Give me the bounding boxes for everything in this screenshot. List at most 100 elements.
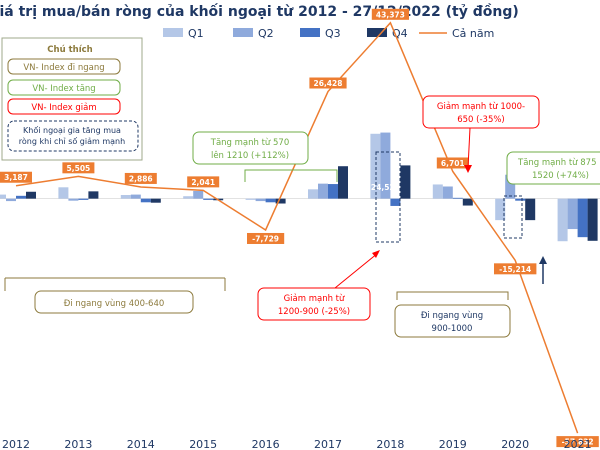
x-tick-2017: 2017: [314, 438, 342, 450]
x-tick-2013: 2013: [64, 438, 92, 450]
legend-label-q1: Q1: [188, 27, 204, 40]
bar-2013-q3: [78, 198, 89, 200]
bar-2015-q2: [193, 190, 204, 199]
bar-2012-q2: [6, 198, 16, 202]
annotation-rise-2017-frame: [192, 131, 309, 165]
note-buy-line2: ròng khi chỉ số giảm mạnh: [19, 136, 125, 147]
legend-label-full-year: Cả năm: [452, 27, 494, 40]
x-tick-2018: 2018: [376, 438, 404, 450]
data-label-box-2021: [556, 436, 599, 448]
note-flat-frame: [7, 58, 121, 75]
bracket-flat-2: [396, 291, 509, 300]
data-label-box-2020: [494, 263, 537, 275]
data-label-box-2019: [436, 157, 469, 169]
legend-swatch-q2: [233, 28, 253, 37]
annotation-drop-2018-frame: [257, 287, 371, 321]
bars-layer: 24,525: [0, 132, 598, 242]
annotation-drop-2020-line2: 650 (-35%): [457, 115, 505, 125]
annotation-rise-2020-frame: [506, 151, 600, 185]
bar-2014-q1: [120, 195, 131, 199]
annotation-flat-2-frame: [394, 304, 511, 338]
data-label-box-2016: [247, 232, 285, 244]
bar-2018-q3: [390, 198, 401, 206]
bar-2012-q1: [0, 194, 6, 199]
note-flat-text: VN- Index đi ngang: [23, 63, 104, 73]
bar-2019-q4: [462, 198, 473, 206]
annotation-drop-2020: Giảm mạnh từ 1000- 650 (-35%): [422, 95, 540, 173]
annotation-drop-2018-line1: Giảm mạnh từ: [284, 293, 345, 304]
bar-2018-q1: [370, 133, 381, 199]
arrow-drop-2020-head: [464, 165, 472, 173]
data-label-2018-q2: 24,525: [371, 183, 400, 192]
annotation-flat-2-line2: 900-1000: [432, 324, 473, 334]
annotation-flat-2-line1: Đi ngang vùng: [421, 311, 483, 321]
bar-2017-q3: [328, 184, 338, 199]
data-label-box-2012: [0, 171, 32, 183]
data-label-2020: -15,214: [499, 265, 531, 274]
x-axis-ticks: 2012 2013 2014 2015 2016 2017 2018 2019 2020 2021: [2, 438, 592, 450]
legend-swatch-q4: [367, 28, 387, 37]
note-drop-text: VN- Index giảm: [31, 102, 96, 113]
data-label-2021: -57,832: [562, 438, 594, 447]
data-label-2015: 2,041: [191, 178, 215, 187]
note-buy-text: Khối ngoại gia tăng mua ròng khi chỉ số g…: [19, 125, 125, 147]
note-rise-frame: [7, 79, 121, 96]
bar-2012-q4: [26, 191, 36, 199]
annotation-drop-2018: Giảm mạnh từ 1200-900 (-25%): [257, 250, 380, 321]
bar-2016-q2: [255, 198, 266, 202]
annotation-drop-2020-frame: [422, 95, 540, 129]
annotation-flat-900-1000: Đi ngang vùng 900-1000: [394, 291, 511, 338]
data-label-2018: 43,373: [376, 10, 405, 19]
highlight-box-2018: [375, 151, 401, 243]
annotation-flat-frame: [34, 290, 194, 314]
note-drop-frame: [7, 98, 121, 115]
bar-2014-q3: [140, 198, 151, 203]
x-tick-2019: 2019: [439, 438, 467, 450]
bar-2014-q4: [150, 198, 161, 203]
legend: Q1 Q2 Q3 Q4 Cả năm: [163, 27, 494, 40]
bar-2012-q3: [16, 195, 26, 199]
data-label-2017: 26,428: [314, 79, 343, 88]
bar-2021-q1: [557, 198, 568, 242]
bar-2020-q3: [515, 198, 526, 201]
bar-2015-q3: [203, 198, 214, 200]
annotation-drop-2018-line2: 1200-900 (-25%): [278, 307, 350, 317]
annotation-rise-2017: Tăng mạnh từ 570 lên 1210 (+112%): [192, 131, 338, 182]
note-buy-line1: Khối ngoại gia tăng mua: [23, 125, 121, 136]
legend-swatch-q1: [163, 28, 183, 37]
notes-box: Chú thích VN- Index đi ngang VN- Index t…: [1, 37, 143, 161]
bar-2016-q1: [245, 198, 256, 200]
bar-2013-q4: [88, 191, 99, 199]
bar-2016-q4: [275, 198, 286, 204]
bar-2021-q2: [567, 198, 578, 230]
data-label-2013: 5,505: [67, 164, 91, 173]
bar-2013-q2: [68, 198, 79, 201]
x-tick-2016: 2016: [252, 438, 280, 450]
annotation-rise-2017-line2: lên 1210 (+112%): [211, 150, 289, 161]
data-label-2019: 6,701: [441, 159, 465, 168]
arrow-drop-2020: [467, 127, 471, 169]
legend-label-q3: Q3: [325, 27, 341, 40]
bar-2018-q2: [380, 132, 391, 199]
bar-2016-q3: [265, 198, 276, 203]
annotation-rise-2020-line2: 1520 (+74%): [532, 171, 589, 181]
data-label-2012: 3,187: [4, 173, 28, 182]
note-buy-frame: [7, 120, 139, 152]
bar-2019-q3: [452, 197, 463, 199]
bar-2019-q2: [442, 186, 453, 199]
data-label-2014: 2,886: [129, 174, 153, 183]
x-tick-2021: 2021: [564, 438, 592, 450]
annotation-rise-2020: Tăng mạnh từ 875 1520 (+74%): [506, 151, 600, 185]
chart-title: Giá trị mua/bán ròng của khối ngoại từ 2…: [0, 3, 519, 20]
bar-2013-q1: [58, 187, 69, 199]
data-label-box-2017: [309, 77, 347, 89]
highlight-box-2020: [503, 195, 523, 239]
arrow-drop-2018-head: [372, 250, 380, 258]
arrow-drop-2018: [334, 252, 379, 289]
annotation-flat-text: Đi ngang vùng 400-640: [64, 299, 165, 309]
annotation-rise-2017-line1: Tăng mạnh từ 570: [210, 138, 290, 148]
bar-2017-q2: [318, 183, 328, 199]
bar-2014-q2: [130, 194, 141, 199]
